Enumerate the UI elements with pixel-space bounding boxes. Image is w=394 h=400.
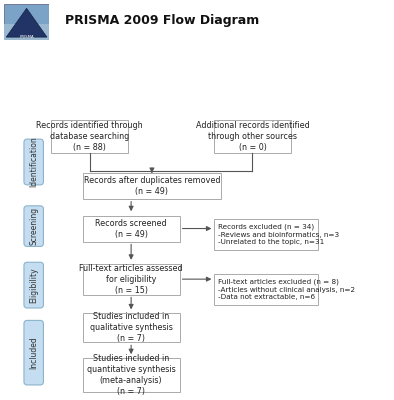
FancyBboxPatch shape <box>83 216 180 242</box>
Text: Studies included in
qualitative synthesis
(n = 7): Studies included in qualitative synthesi… <box>90 312 173 344</box>
Text: PRISMA 2009 Flow Diagram: PRISMA 2009 Flow Diagram <box>65 14 259 27</box>
FancyBboxPatch shape <box>24 206 43 246</box>
Text: Records screened
(n = 49): Records screened (n = 49) <box>95 219 167 239</box>
Text: Identification: Identification <box>29 137 38 187</box>
Text: Full-text articles assessed
for eligibility
(n = 15): Full-text articles assessed for eligibil… <box>79 264 183 295</box>
Text: Records excluded (n = 34)
-Reviews and bioinformatics, n=3
-Unrelated to the top: Records excluded (n = 34) -Reviews and b… <box>218 224 339 246</box>
FancyBboxPatch shape <box>83 358 180 392</box>
Bar <box>4 24 49 40</box>
Text: Records after duplicates removed
(n = 49): Records after duplicates removed (n = 49… <box>84 176 220 196</box>
Text: Included: Included <box>29 336 38 369</box>
FancyBboxPatch shape <box>24 139 43 185</box>
FancyBboxPatch shape <box>51 120 128 153</box>
Text: Full-text articles excluded (n = 8)
-Articles without clinical analysis, n=2
-Da: Full-text articles excluded (n = 8) -Art… <box>218 279 355 300</box>
Text: PRISMA: PRISMA <box>19 34 34 38</box>
FancyBboxPatch shape <box>214 219 318 250</box>
Text: Screening: Screening <box>29 207 38 245</box>
Text: Eligibility: Eligibility <box>29 267 38 303</box>
FancyBboxPatch shape <box>83 173 221 199</box>
Text: Studies included in
quantitative synthesis
(meta-analysis)
(n = 7): Studies included in quantitative synthes… <box>87 354 175 396</box>
Polygon shape <box>6 8 47 37</box>
FancyBboxPatch shape <box>24 262 43 308</box>
Text: Records identified through
database searching
(n = 88): Records identified through database sear… <box>36 121 143 152</box>
FancyBboxPatch shape <box>24 320 43 385</box>
Text: Additional records identified
through other sources
(n = 0): Additional records identified through ot… <box>195 121 309 152</box>
FancyBboxPatch shape <box>214 120 291 153</box>
FancyBboxPatch shape <box>214 274 318 305</box>
FancyBboxPatch shape <box>83 313 180 342</box>
FancyBboxPatch shape <box>83 264 180 294</box>
